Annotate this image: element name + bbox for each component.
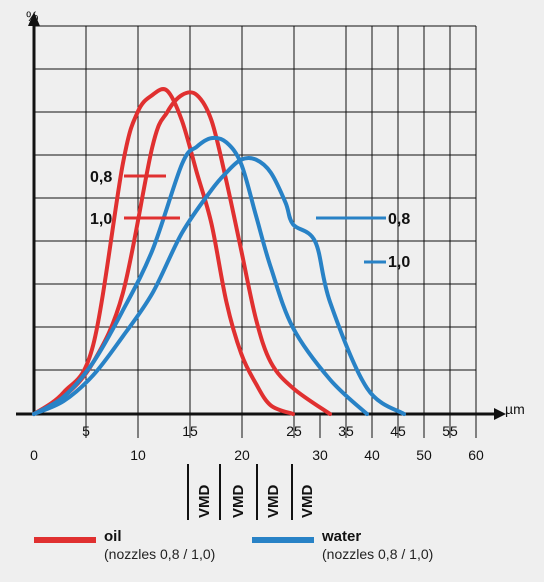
oil-curve bbox=[32, 90, 332, 416]
vmd-markers: VMD VMD VMD VMD bbox=[187, 464, 316, 520]
x-tick-label: 60 bbox=[468, 447, 484, 463]
legend-oil-swatch bbox=[34, 537, 96, 543]
x-tick-label: 0 bbox=[30, 447, 38, 463]
curve-label-leaders bbox=[124, 174, 386, 264]
oil-10-label: 1,0 bbox=[90, 211, 112, 228]
x-tick-label: 25 bbox=[286, 423, 302, 439]
x-axis-arrow bbox=[494, 408, 506, 420]
legend-water-label: water bbox=[322, 528, 362, 545]
legend-water-sub: (nozzles 0,8 / 1,0) bbox=[322, 546, 434, 562]
x-tick-label: 50 bbox=[416, 447, 432, 463]
vmd-label: VMD bbox=[230, 485, 247, 519]
water-curve bbox=[32, 156, 406, 416]
legend-oil-label: oil bbox=[104, 528, 122, 545]
oil-curve bbox=[32, 87, 295, 416]
x-tick-label: 35 bbox=[338, 423, 354, 439]
oil-08-label: 0,8 bbox=[90, 169, 112, 186]
water-08-label: 0,8 bbox=[388, 211, 410, 228]
legend-water-swatch bbox=[252, 537, 314, 543]
x-tick-label: 45 bbox=[390, 423, 406, 439]
vmd-label: VMD bbox=[196, 485, 213, 519]
x-tick-label: 20 bbox=[234, 447, 250, 463]
x-axis-label: µm bbox=[505, 401, 525, 417]
x-tick-label: 55 bbox=[442, 423, 458, 439]
x-ticks-bottom: 0 10 20 30 40 50 60 bbox=[30, 447, 484, 463]
vmd-label: VMD bbox=[299, 485, 316, 519]
y-axis-label: % bbox=[26, 8, 38, 24]
y-axis-arrow bbox=[28, 12, 40, 26]
series-curves bbox=[32, 87, 406, 416]
x-tick-label: 15 bbox=[182, 423, 198, 439]
water-curve bbox=[32, 135, 369, 416]
x-tick-label: 40 bbox=[364, 447, 380, 463]
water-10-label: 1,0 bbox=[388, 254, 410, 271]
x-tick-label: 10 bbox=[130, 447, 146, 463]
x-tick-label: 5 bbox=[82, 423, 90, 439]
grid-lines bbox=[33, 25, 477, 438]
legend-oil-sub: (nozzles 0,8 / 1,0) bbox=[104, 546, 216, 562]
x-ticks-top: 5 15 25 35 45 55 bbox=[82, 423, 458, 439]
axes bbox=[16, 12, 506, 420]
x-tick-label: 30 bbox=[312, 447, 328, 463]
vmd-label: VMD bbox=[265, 485, 282, 519]
